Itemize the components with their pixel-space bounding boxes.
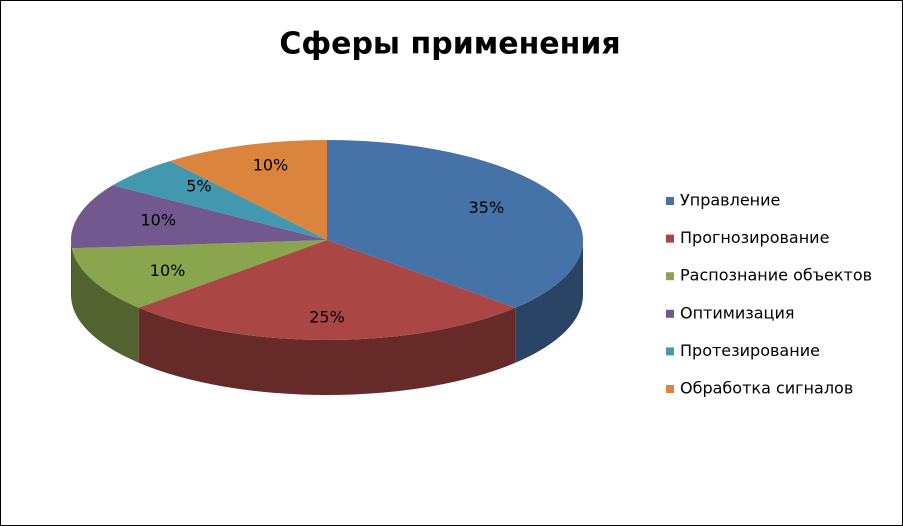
- data-label: 10%: [140, 210, 176, 229]
- slice: [327, 140, 583, 308]
- slice: [112, 161, 327, 240]
- legend-swatch: [666, 309, 674, 318]
- chart-title: Сферы применения: [279, 27, 620, 62]
- legend-swatch: [666, 272, 674, 281]
- data-label: 25%: [309, 308, 345, 327]
- data-label: 5%: [186, 177, 211, 196]
- legend-swatch: [666, 234, 674, 243]
- slice-side: [71, 240, 72, 304]
- legend-label: Прогнозирование: [680, 228, 829, 247]
- slice-side: [515, 240, 583, 363]
- legend-label: Протезирование: [680, 341, 820, 360]
- data-label: 10%: [150, 261, 186, 280]
- slice-side: [71, 248, 139, 363]
- slice: [169, 140, 327, 240]
- data-label: 35%: [469, 198, 505, 217]
- slice: [71, 185, 327, 249]
- slice: [71, 240, 328, 308]
- legend-label: Оптимизация: [680, 303, 794, 322]
- legend-label: Управление: [680, 191, 780, 210]
- slice: [138, 240, 516, 341]
- legend-label: Обработка сигналов: [680, 379, 853, 398]
- legend-label: Распознание объектов: [680, 266, 872, 285]
- legend-swatch: [666, 347, 674, 356]
- slice-side: [138, 307, 516, 395]
- data-label: 10%: [253, 156, 289, 175]
- legend-swatch: [666, 385, 674, 393]
- legend-swatch: [666, 197, 674, 205]
